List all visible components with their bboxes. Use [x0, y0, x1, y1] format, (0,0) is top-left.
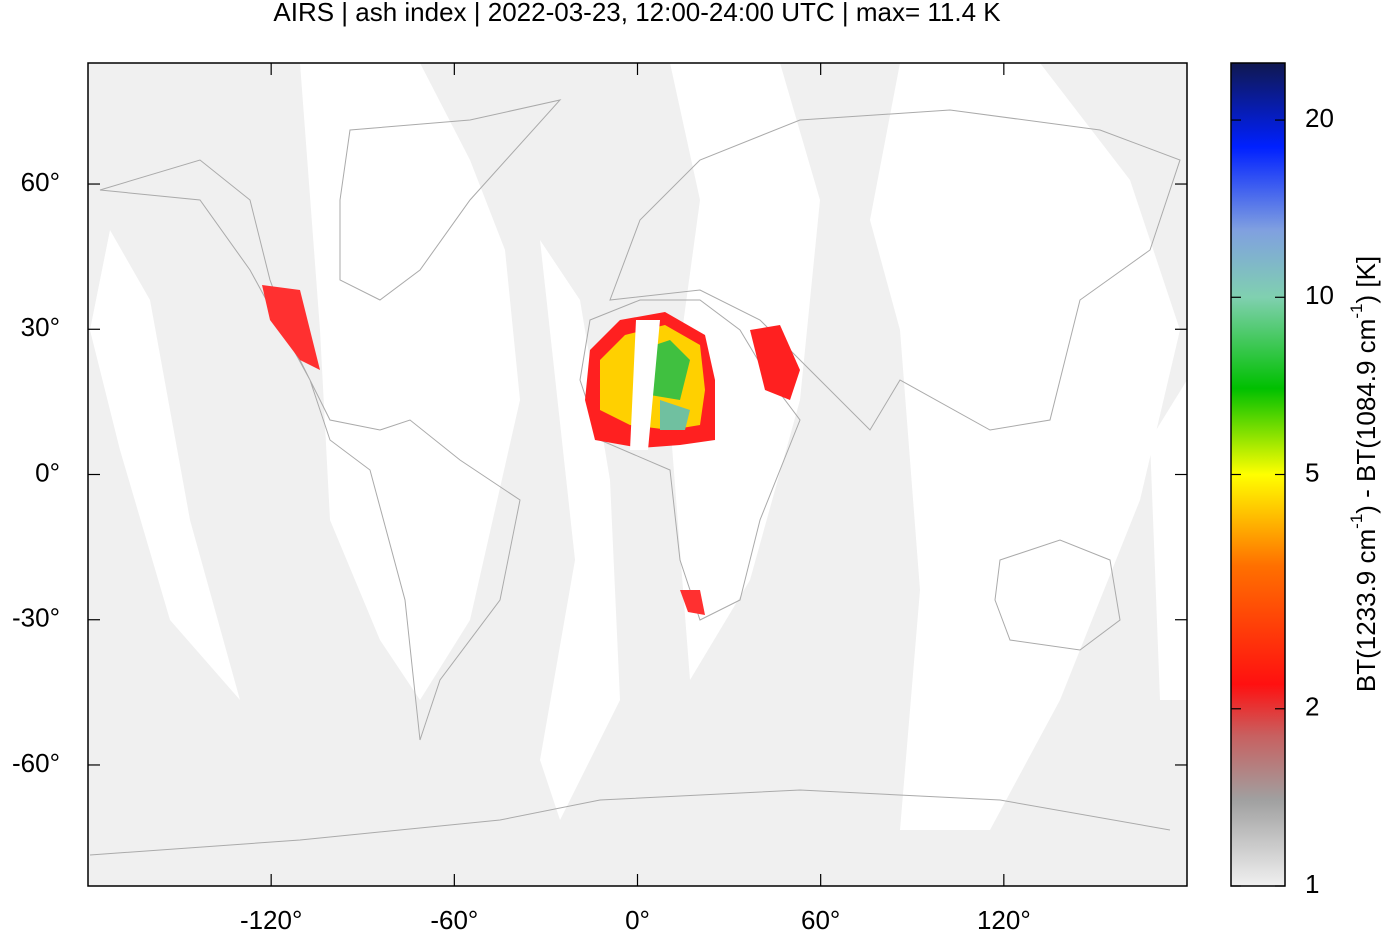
y-tick-label: 0°	[35, 457, 60, 487]
colorbar-label-part: BT(1233.9 cm	[1351, 529, 1381, 692]
x-tick-label: 60°	[801, 905, 840, 935]
coastlines	[89, 99, 1181, 856]
x-tick-label: -60°	[430, 905, 478, 935]
y-tick-label: -60°	[12, 748, 60, 778]
colorbar-label-part: ) - BT(1084.9 cm	[1351, 319, 1381, 514]
colorbar-tick-label: 20	[1305, 103, 1334, 133]
colorbar-label: BT(1233.9 cm-1) - BT(1084.9 cm-1) [K]	[1347, 256, 1380, 692]
y-tick-label: -30°	[12, 603, 60, 633]
chart-title: AIRS | ash index | 2022-03-23, 12:00-24:…	[273, 0, 1001, 27]
colorbar-tick-label: 5	[1305, 457, 1319, 487]
colorbar-label-superscript: -1	[1347, 514, 1366, 529]
x-tick-label: -120°	[240, 905, 302, 935]
colorbar-tick-label: 2	[1305, 692, 1319, 722]
colorbar-label-superscript: -1	[1347, 304, 1366, 319]
y-tick-label: 30°	[21, 312, 60, 342]
map	[88, 63, 1187, 886]
x-tick-label: 0°	[625, 905, 650, 935]
y-tick-label: 60°	[21, 167, 60, 197]
x-tick-label: 120°	[977, 905, 1031, 935]
colorbar-tick-label: 10	[1305, 280, 1334, 310]
colorbar-label-part: ) [K]	[1351, 256, 1381, 304]
colorbar-tick-label: 1	[1305, 869, 1319, 899]
ash-signal	[262, 285, 800, 615]
